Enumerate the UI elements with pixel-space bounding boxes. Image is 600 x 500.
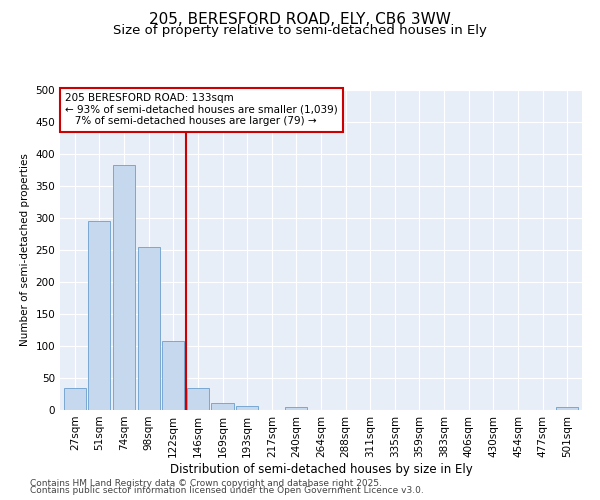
Bar [556, 407, 578, 410]
Text: Contains HM Land Registry data © Crown copyright and database right 2025.: Contains HM Land Registry data © Crown c… [30, 478, 382, 488]
Y-axis label: Number of semi-detached properties: Number of semi-detached properties [20, 154, 30, 346]
Bar [236, 406, 258, 410]
Bar [88, 221, 110, 410]
Bar [162, 341, 184, 410]
Bar [64, 388, 86, 410]
Text: 205 BERESFORD ROAD: 133sqm
← 93% of semi-detached houses are smaller (1,039)
   : 205 BERESFORD ROAD: 133sqm ← 93% of semi… [65, 93, 338, 126]
X-axis label: Distribution of semi-detached houses by size in Ely: Distribution of semi-detached houses by … [170, 462, 472, 475]
Bar [285, 407, 307, 410]
Bar [113, 165, 135, 410]
Bar [187, 388, 209, 410]
Bar [211, 403, 233, 410]
Text: 205, BERESFORD ROAD, ELY, CB6 3WW: 205, BERESFORD ROAD, ELY, CB6 3WW [149, 12, 451, 28]
Bar [137, 248, 160, 410]
Text: Size of property relative to semi-detached houses in Ely: Size of property relative to semi-detach… [113, 24, 487, 37]
Text: Contains public sector information licensed under the Open Government Licence v3: Contains public sector information licen… [30, 486, 424, 495]
